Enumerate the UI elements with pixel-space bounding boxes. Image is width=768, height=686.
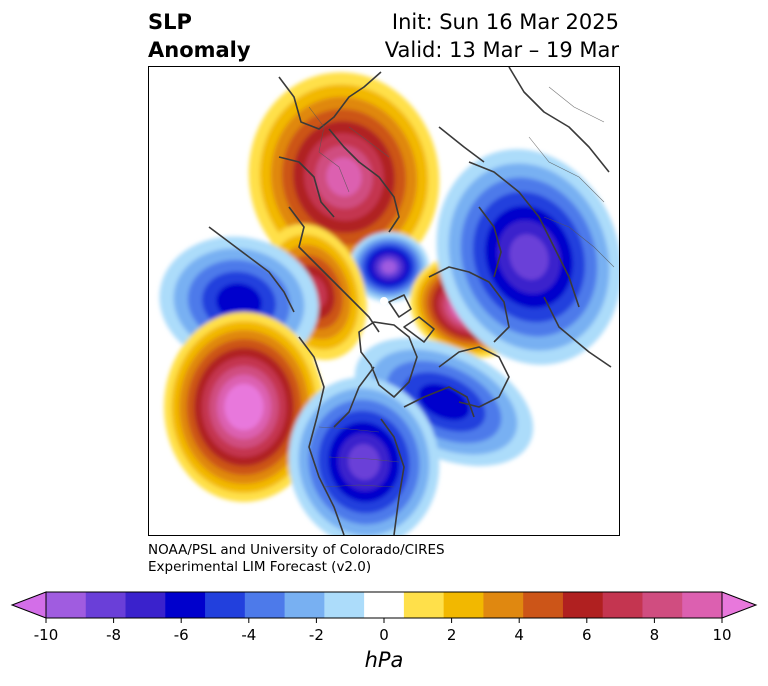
data-credit: NOAA/PSL and University of Colorado/CIRE…: [148, 542, 445, 576]
contour-level: [418, 383, 470, 421]
colorbar-segment: [483, 592, 524, 618]
anomaly-united-states: [288, 377, 440, 535]
contour-level: [216, 283, 262, 321]
contour-level: [381, 260, 397, 274]
colorbar-segment: [523, 592, 564, 618]
valid-range: Valid: 13 Mar – 19 Mar: [384, 38, 619, 62]
colorbar-segment: [244, 592, 286, 618]
colorbar: [10, 591, 758, 623]
colorbar-segment: [443, 592, 484, 618]
credit-line-1: NOAA/PSL and University of Colorado/CIRE…: [148, 542, 445, 558]
colorbar-segment: [403, 592, 445, 618]
contour-level: [509, 234, 549, 280]
colorbar-left-arrow: [10, 591, 47, 619]
title-line-2: Anomaly: [148, 38, 251, 62]
anomaly-central-asia: [436, 149, 619, 365]
colorbar-tick-label: -2: [308, 626, 324, 644]
colorbar-segment: [562, 592, 604, 618]
colorbar-segment: [125, 592, 166, 618]
colorbar-segment: [682, 592, 723, 618]
contour-level: [326, 157, 362, 197]
map-title: SLP Anomaly: [148, 8, 251, 64]
colorbar-segment: [642, 592, 683, 618]
colorbar-tick-label: -10: [33, 626, 59, 644]
colorbar-segment: [602, 592, 643, 618]
colorbar-segment: [205, 592, 246, 618]
colorbar-tick-label: -4: [241, 626, 257, 644]
colorbar-segment: [324, 592, 365, 618]
coastlines: [208, 67, 612, 535]
colorbar-ticks: [45, 618, 723, 623]
colorbar-segment: [284, 592, 325, 618]
country-borders: [308, 86, 615, 488]
credit-line-2: Experimental LIM Forecast (v2.0): [148, 559, 372, 575]
colorbar-tick-label: 2: [446, 626, 457, 644]
colorbar-segment: [46, 592, 87, 618]
anomaly-north-pacific: [164, 312, 324, 502]
colorbar-tick-label: 8: [649, 626, 660, 644]
colorbar-unit: hPa: [364, 648, 404, 672]
anomaly-contours: [159, 72, 619, 535]
colorbar-tick-label: 10: [712, 626, 732, 644]
anomaly-arctic-ocean: [349, 232, 429, 302]
forecast-dates: Init: Sun 16 Mar 2025 Valid: 13 Mar – 19…: [385, 8, 619, 64]
north-pole-marker: [380, 297, 388, 305]
anomaly-map-svg: [159, 67, 619, 535]
colorbar-segments: [46, 592, 723, 618]
contour-level: [348, 444, 380, 480]
contour-level: [231, 392, 257, 422]
colorbar-tick-label: 0: [379, 626, 389, 644]
anomaly-map: [148, 66, 620, 536]
colorbar-tick-label: 4: [514, 626, 524, 644]
colorbar-right-arrow: [721, 591, 758, 619]
title-line-1: SLP: [148, 10, 192, 34]
colorbar-tick-label: -8: [106, 626, 122, 644]
init-date: Init: Sun 16 Mar 2025: [391, 10, 619, 34]
colorbar-tick-label: -6: [173, 626, 189, 644]
colorbar-segment: [364, 592, 405, 618]
colorbar-segment: [85, 592, 127, 618]
colorbar-segment: [165, 592, 206, 618]
colorbar-tick-label: 6: [582, 626, 592, 644]
